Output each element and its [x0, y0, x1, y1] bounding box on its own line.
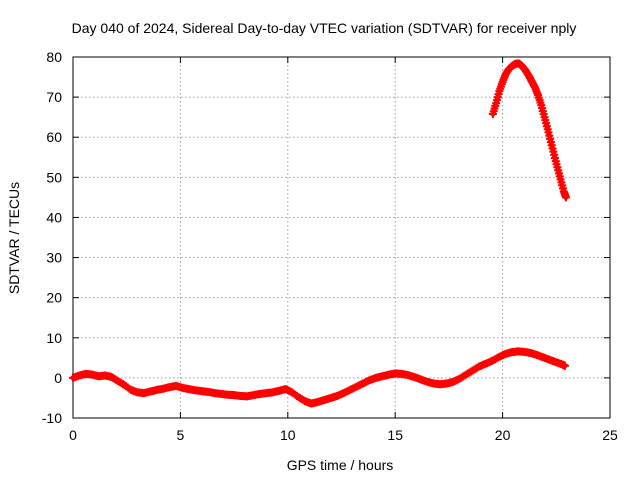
y-axis-label: SDTVAR / TECUs	[6, 182, 22, 294]
y-tick-label: 80	[46, 49, 62, 65]
x-axis-label: GPS time / hours	[287, 457, 394, 473]
plot-frame	[72, 56, 611, 419]
series-trace	[490, 60, 569, 200]
series-sdtvar-high	[488, 59, 570, 202]
y-tick-label: 10	[46, 330, 62, 346]
x-tick-label: 0	[69, 427, 77, 443]
chart-title: Day 040 of 2024, Sidereal Day-to-day VTE…	[72, 20, 577, 36]
y-tick-label: 60	[46, 129, 62, 145]
y-tick-label: 30	[46, 250, 62, 266]
y-tick-label: -10	[42, 410, 62, 426]
grid	[73, 57, 610, 418]
series-sdtvar-low	[69, 347, 569, 408]
data-points	[69, 59, 570, 408]
x-tick-label: 5	[177, 427, 185, 443]
y-tick-label: 0	[54, 370, 62, 386]
y-tick-label: 70	[46, 89, 62, 105]
x-tick-label: 25	[602, 427, 618, 443]
x-tick-label: 20	[495, 427, 511, 443]
y-tick-label: 20	[46, 290, 62, 306]
x-tick-label: 15	[387, 427, 403, 443]
x-tick-label: 10	[280, 427, 296, 443]
y-tick-label: 50	[46, 169, 62, 185]
axis-ticks: 0 5 10 15 20 25 -10 0 10 20 30 40 50 60 70 80	[42, 49, 618, 443]
series-trace	[70, 348, 568, 407]
y-tick-label: 40	[46, 209, 62, 225]
